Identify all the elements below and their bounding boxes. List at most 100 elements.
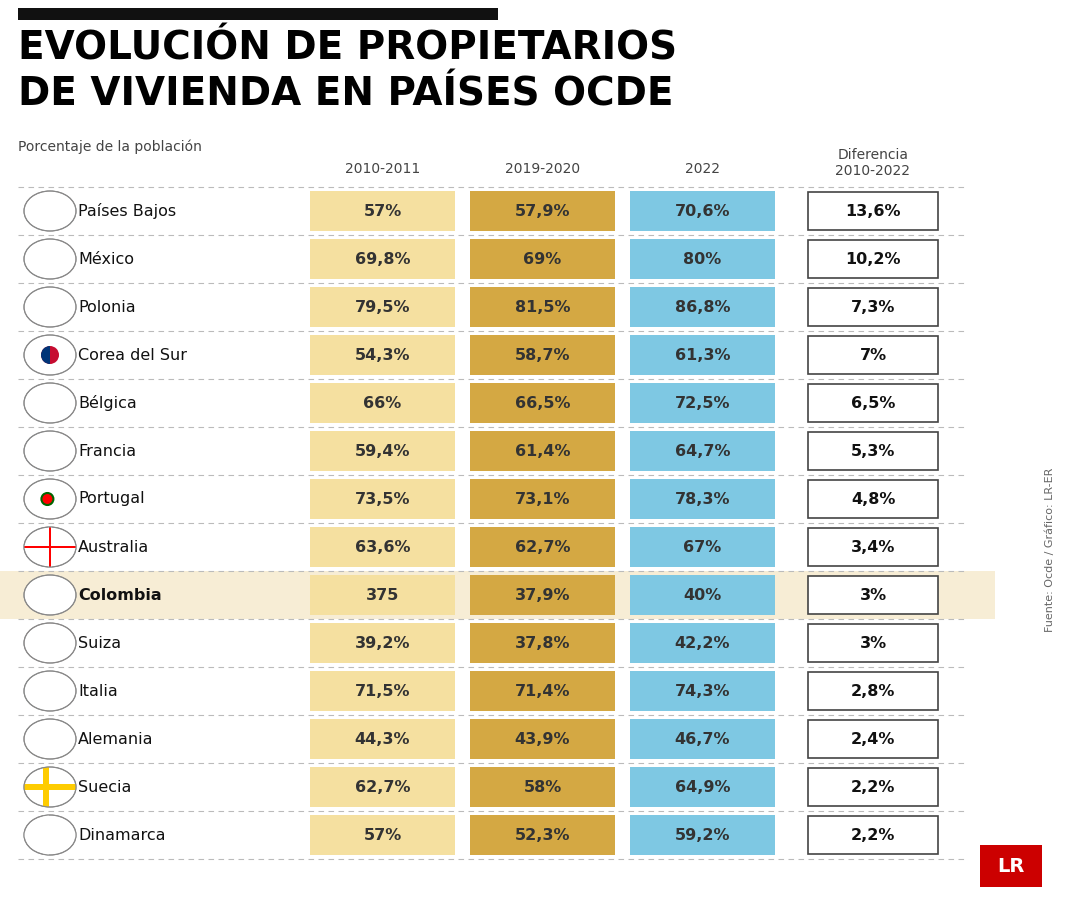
Text: 86,8%: 86,8%	[675, 300, 730, 314]
Text: 2,4%: 2,4%	[851, 732, 895, 746]
Bar	[43, 767, 49, 807]
Bar	[470, 383, 615, 423]
Bar	[630, 239, 775, 279]
Bar	[310, 767, 455, 807]
Ellipse shape	[24, 239, 76, 279]
Ellipse shape	[24, 479, 76, 519]
Bar	[43, 641, 56, 645]
Text: 42,2%: 42,2%	[675, 635, 730, 651]
Text: Australia: Australia	[78, 539, 149, 554]
Text: 73,5%: 73,5%	[354, 491, 410, 507]
Text: 375: 375	[366, 588, 400, 602]
Bar	[310, 527, 455, 567]
Text: 63,6%: 63,6%	[354, 539, 410, 554]
Bar	[44, 479, 76, 519]
Text: 71,5%: 71,5%	[354, 683, 410, 698]
FancyBboxPatch shape	[980, 845, 1042, 887]
Text: Alemania: Alemania	[78, 732, 153, 746]
Bar	[470, 287, 615, 327]
Bar	[24, 239, 41, 279]
Text: 10,2%: 10,2%	[846, 251, 901, 266]
Text: 69,8%: 69,8%	[354, 251, 410, 266]
Bar	[630, 527, 775, 567]
Text: Colombia: Colombia	[78, 588, 162, 602]
Text: 80%: 80%	[684, 251, 721, 266]
Text: 37,8%: 37,8%	[515, 635, 570, 651]
Text: Italia: Italia	[78, 683, 118, 698]
Bar	[310, 431, 455, 471]
Wedge shape	[41, 346, 50, 364]
Bar	[630, 191, 775, 231]
Text: 61,3%: 61,3%	[675, 347, 730, 363]
Text: 64,9%: 64,9%	[675, 779, 730, 795]
Bar	[310, 239, 455, 279]
Bar	[24, 431, 41, 471]
Bar	[310, 671, 455, 711]
Ellipse shape	[24, 623, 76, 663]
Ellipse shape	[24, 719, 76, 759]
Bar	[24, 767, 76, 807]
Bar	[18, 8, 498, 20]
Bar	[24, 746, 76, 759]
Text: 57%: 57%	[363, 827, 402, 842]
Bar	[630, 719, 775, 759]
Text: 39,2%: 39,2%	[354, 635, 410, 651]
Bar	[48, 527, 52, 567]
Bar	[310, 383, 455, 423]
Text: 2,2%: 2,2%	[851, 779, 895, 795]
FancyBboxPatch shape	[808, 336, 939, 374]
Text: Francia: Francia	[78, 444, 136, 458]
Bar	[470, 815, 615, 855]
Bar	[24, 218, 76, 231]
Bar	[470, 623, 615, 663]
Text: Porcentaje de la población: Porcentaje de la población	[18, 140, 202, 155]
Bar	[24, 605, 76, 615]
Ellipse shape	[24, 575, 76, 615]
Text: 3%: 3%	[860, 635, 887, 651]
Bar	[310, 623, 455, 663]
Text: 73,1%: 73,1%	[515, 491, 570, 507]
Text: 3,4%: 3,4%	[851, 539, 895, 554]
Text: 2022: 2022	[685, 162, 720, 176]
Text: Países Bajos: Países Bajos	[78, 203, 176, 219]
Text: 58%: 58%	[524, 779, 562, 795]
Text: Diferencia: Diferencia	[837, 148, 908, 162]
Text: 13,6%: 13,6%	[846, 203, 901, 219]
Bar	[630, 623, 775, 663]
Bar	[24, 479, 44, 519]
Text: 78,3%: 78,3%	[675, 491, 730, 507]
Text: Corea del Sur: Corea del Sur	[78, 347, 187, 363]
Text: 61,4%: 61,4%	[515, 444, 570, 458]
FancyBboxPatch shape	[808, 480, 939, 518]
Ellipse shape	[24, 527, 76, 567]
Bar	[24, 191, 76, 204]
Bar	[470, 335, 615, 375]
Bar	[470, 239, 615, 279]
Text: Suiza: Suiza	[78, 635, 121, 651]
Bar	[24, 545, 76, 549]
Text: 2,8%: 2,8%	[851, 683, 895, 698]
FancyBboxPatch shape	[808, 672, 939, 710]
Bar	[630, 335, 775, 375]
Bar	[41, 383, 58, 423]
Bar	[24, 307, 76, 327]
Text: Polonia: Polonia	[78, 300, 136, 314]
FancyBboxPatch shape	[808, 240, 939, 278]
Text: 81,5%: 81,5%	[515, 300, 570, 314]
Text: 57%: 57%	[363, 203, 402, 219]
Bar	[58, 239, 76, 279]
Bar	[58, 431, 76, 471]
Bar	[630, 575, 775, 615]
Circle shape	[41, 493, 53, 505]
Text: 43,9%: 43,9%	[515, 732, 570, 746]
Bar	[49, 527, 51, 567]
Text: 2010-2011: 2010-2011	[345, 162, 420, 176]
Bar	[24, 204, 76, 218]
Text: 62,7%: 62,7%	[515, 539, 570, 554]
Bar	[24, 671, 41, 711]
Text: 2,2%: 2,2%	[851, 827, 895, 842]
Text: 37,9%: 37,9%	[515, 588, 570, 602]
Text: LR: LR	[997, 857, 1025, 876]
Text: 71,4%: 71,4%	[515, 683, 570, 698]
Ellipse shape	[24, 815, 76, 855]
